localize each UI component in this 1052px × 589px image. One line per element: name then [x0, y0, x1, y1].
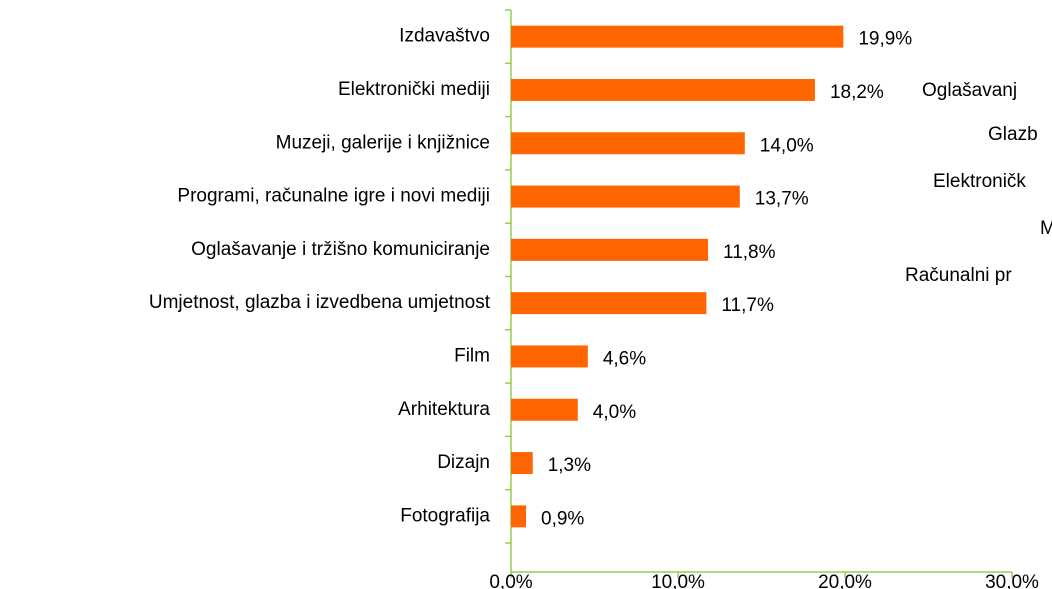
y-tick-label: Muzeji, galerije i knjižnice	[276, 132, 490, 153]
value-label: 19,9%	[858, 29, 912, 50]
value-label: 0,9%	[541, 508, 584, 529]
value-label: 11,7%	[721, 295, 774, 316]
value-label: 18,2%	[830, 82, 884, 103]
y-tick-label: Izdavaštvo	[399, 26, 490, 47]
x-tick-label: 10,0%	[651, 572, 705, 589]
y-tick-label: Arhitektura	[398, 399, 490, 420]
x-tick-label: 20,0%	[818, 572, 872, 589]
y-tick-label: Elektronički mediji	[338, 79, 490, 100]
bar	[511, 292, 707, 315]
bar	[511, 398, 578, 421]
value-label: 4,6%	[603, 348, 646, 369]
bar	[511, 78, 815, 101]
bar	[511, 132, 745, 155]
annotation: M	[1040, 218, 1052, 239]
bar	[511, 505, 527, 528]
y-tick-label: Oglašavanje i tržišno komuniciranje	[191, 239, 490, 260]
bar	[511, 185, 740, 208]
annotation: Računalni pr	[905, 265, 1012, 286]
bar	[511, 25, 844, 48]
value-label: 13,7%	[755, 189, 809, 210]
value-label: 4,0%	[593, 402, 636, 423]
annotation: Glazb	[988, 124, 1038, 145]
bar	[511, 452, 533, 475]
y-tick-label: Fotografija	[400, 505, 490, 526]
y-tick-label: Dizajn	[437, 452, 490, 473]
value-label: 11,8%	[723, 242, 776, 263]
value-label: 14,0%	[760, 135, 814, 156]
x-tick-label: 0,0%	[489, 572, 532, 589]
value-label: 1,3%	[548, 455, 591, 476]
y-tick-label: Programi, računalne igre i novi mediji	[177, 186, 490, 207]
annotation: Oglašavanj	[922, 80, 1017, 101]
y-tick-label: Umjetnost, glazba i izvedbena umjetnost	[149, 292, 491, 313]
bar	[511, 238, 709, 261]
annotation: Elektroničk	[933, 171, 1026, 192]
bar	[511, 345, 588, 368]
x-tick-label: 30,0%	[985, 572, 1039, 589]
y-tick-label: Film	[454, 345, 490, 366]
